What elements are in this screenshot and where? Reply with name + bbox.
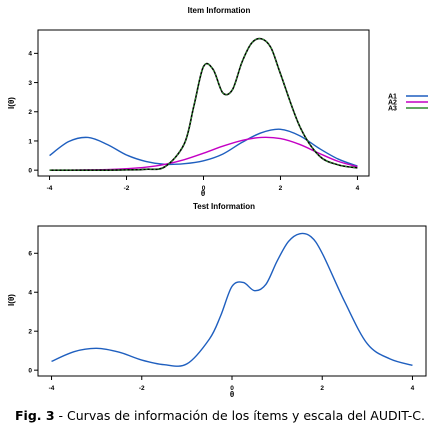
series-line-a3-black <box>49 37 358 171</box>
x-tick-label: 4 <box>356 185 360 192</box>
x-tick-label: 0 <box>230 385 234 392</box>
x-tick-label: -4 <box>49 385 55 392</box>
series-line-total <box>51 232 413 367</box>
x-tick-label: -4 <box>47 185 53 192</box>
x-tick-label: 2 <box>279 185 283 192</box>
figure-caption: Fig. 3 - Curvas de información de los ít… <box>0 408 440 424</box>
test-information-title: Test Information <box>193 202 255 211</box>
x-tick-label: -2 <box>124 185 130 192</box>
y-tick-label: 4 <box>28 51 32 58</box>
series-line-a1 <box>49 128 358 167</box>
y-tick-label: 0 <box>28 367 32 374</box>
y-tick-label: 3 <box>28 80 32 87</box>
series-line-a3 <box>49 37 358 171</box>
test-information-y-axis: 0 2 4 6 <box>28 251 38 374</box>
test-information-plot-frame <box>37 225 427 377</box>
x-tick-label: 4 <box>411 385 415 392</box>
x-tick-label: 2 <box>320 385 324 392</box>
item-information-series <box>49 37 358 171</box>
x-tick-label: -2 <box>139 385 145 392</box>
item-information-x-axis-label: θ <box>201 189 205 198</box>
x-tick-label: 0 <box>202 185 206 192</box>
y-tick-label: 0 <box>28 167 32 174</box>
legend-label-a2: A2 <box>388 100 397 107</box>
y-tick-label: 2 <box>28 109 32 116</box>
legend-label-a1: A1 <box>388 94 397 101</box>
y-tick-label: 4 <box>28 290 32 297</box>
test-information-x-axis-label: θ <box>230 390 234 399</box>
figure-caption-label: Fig. 3 <box>15 408 55 423</box>
item-information-title: Item Information <box>188 6 251 15</box>
item-information-y-axis: 0 1 2 3 4 <box>28 51 38 174</box>
legend-label-a3: A3 <box>388 106 397 113</box>
figure-caption-text: - Curvas de información de los ítems y e… <box>54 408 425 423</box>
test-information-series <box>51 232 413 367</box>
y-tick-label: 2 <box>28 328 32 335</box>
y-tick-label: 6 <box>28 251 32 258</box>
item-information-x-axis: -4 -2 0 2 4 <box>47 176 360 192</box>
test-information-y-axis-label: I(θ) <box>7 294 16 306</box>
y-tick-label: 1 <box>28 138 32 145</box>
test-information-x-axis: -4 -2 0 2 4 <box>49 376 415 392</box>
item-information-y-axis-label: I(θ) <box>7 97 16 109</box>
item-information-chart: Item Information 0 1 2 3 4 -4 -2 0 2 4 I(θ) θ A1… <box>7 6 428 198</box>
test-information-chart: Test Information 0 2 4 6 -4 -2 0 2 4 I(θ) θ <box>7 202 427 399</box>
